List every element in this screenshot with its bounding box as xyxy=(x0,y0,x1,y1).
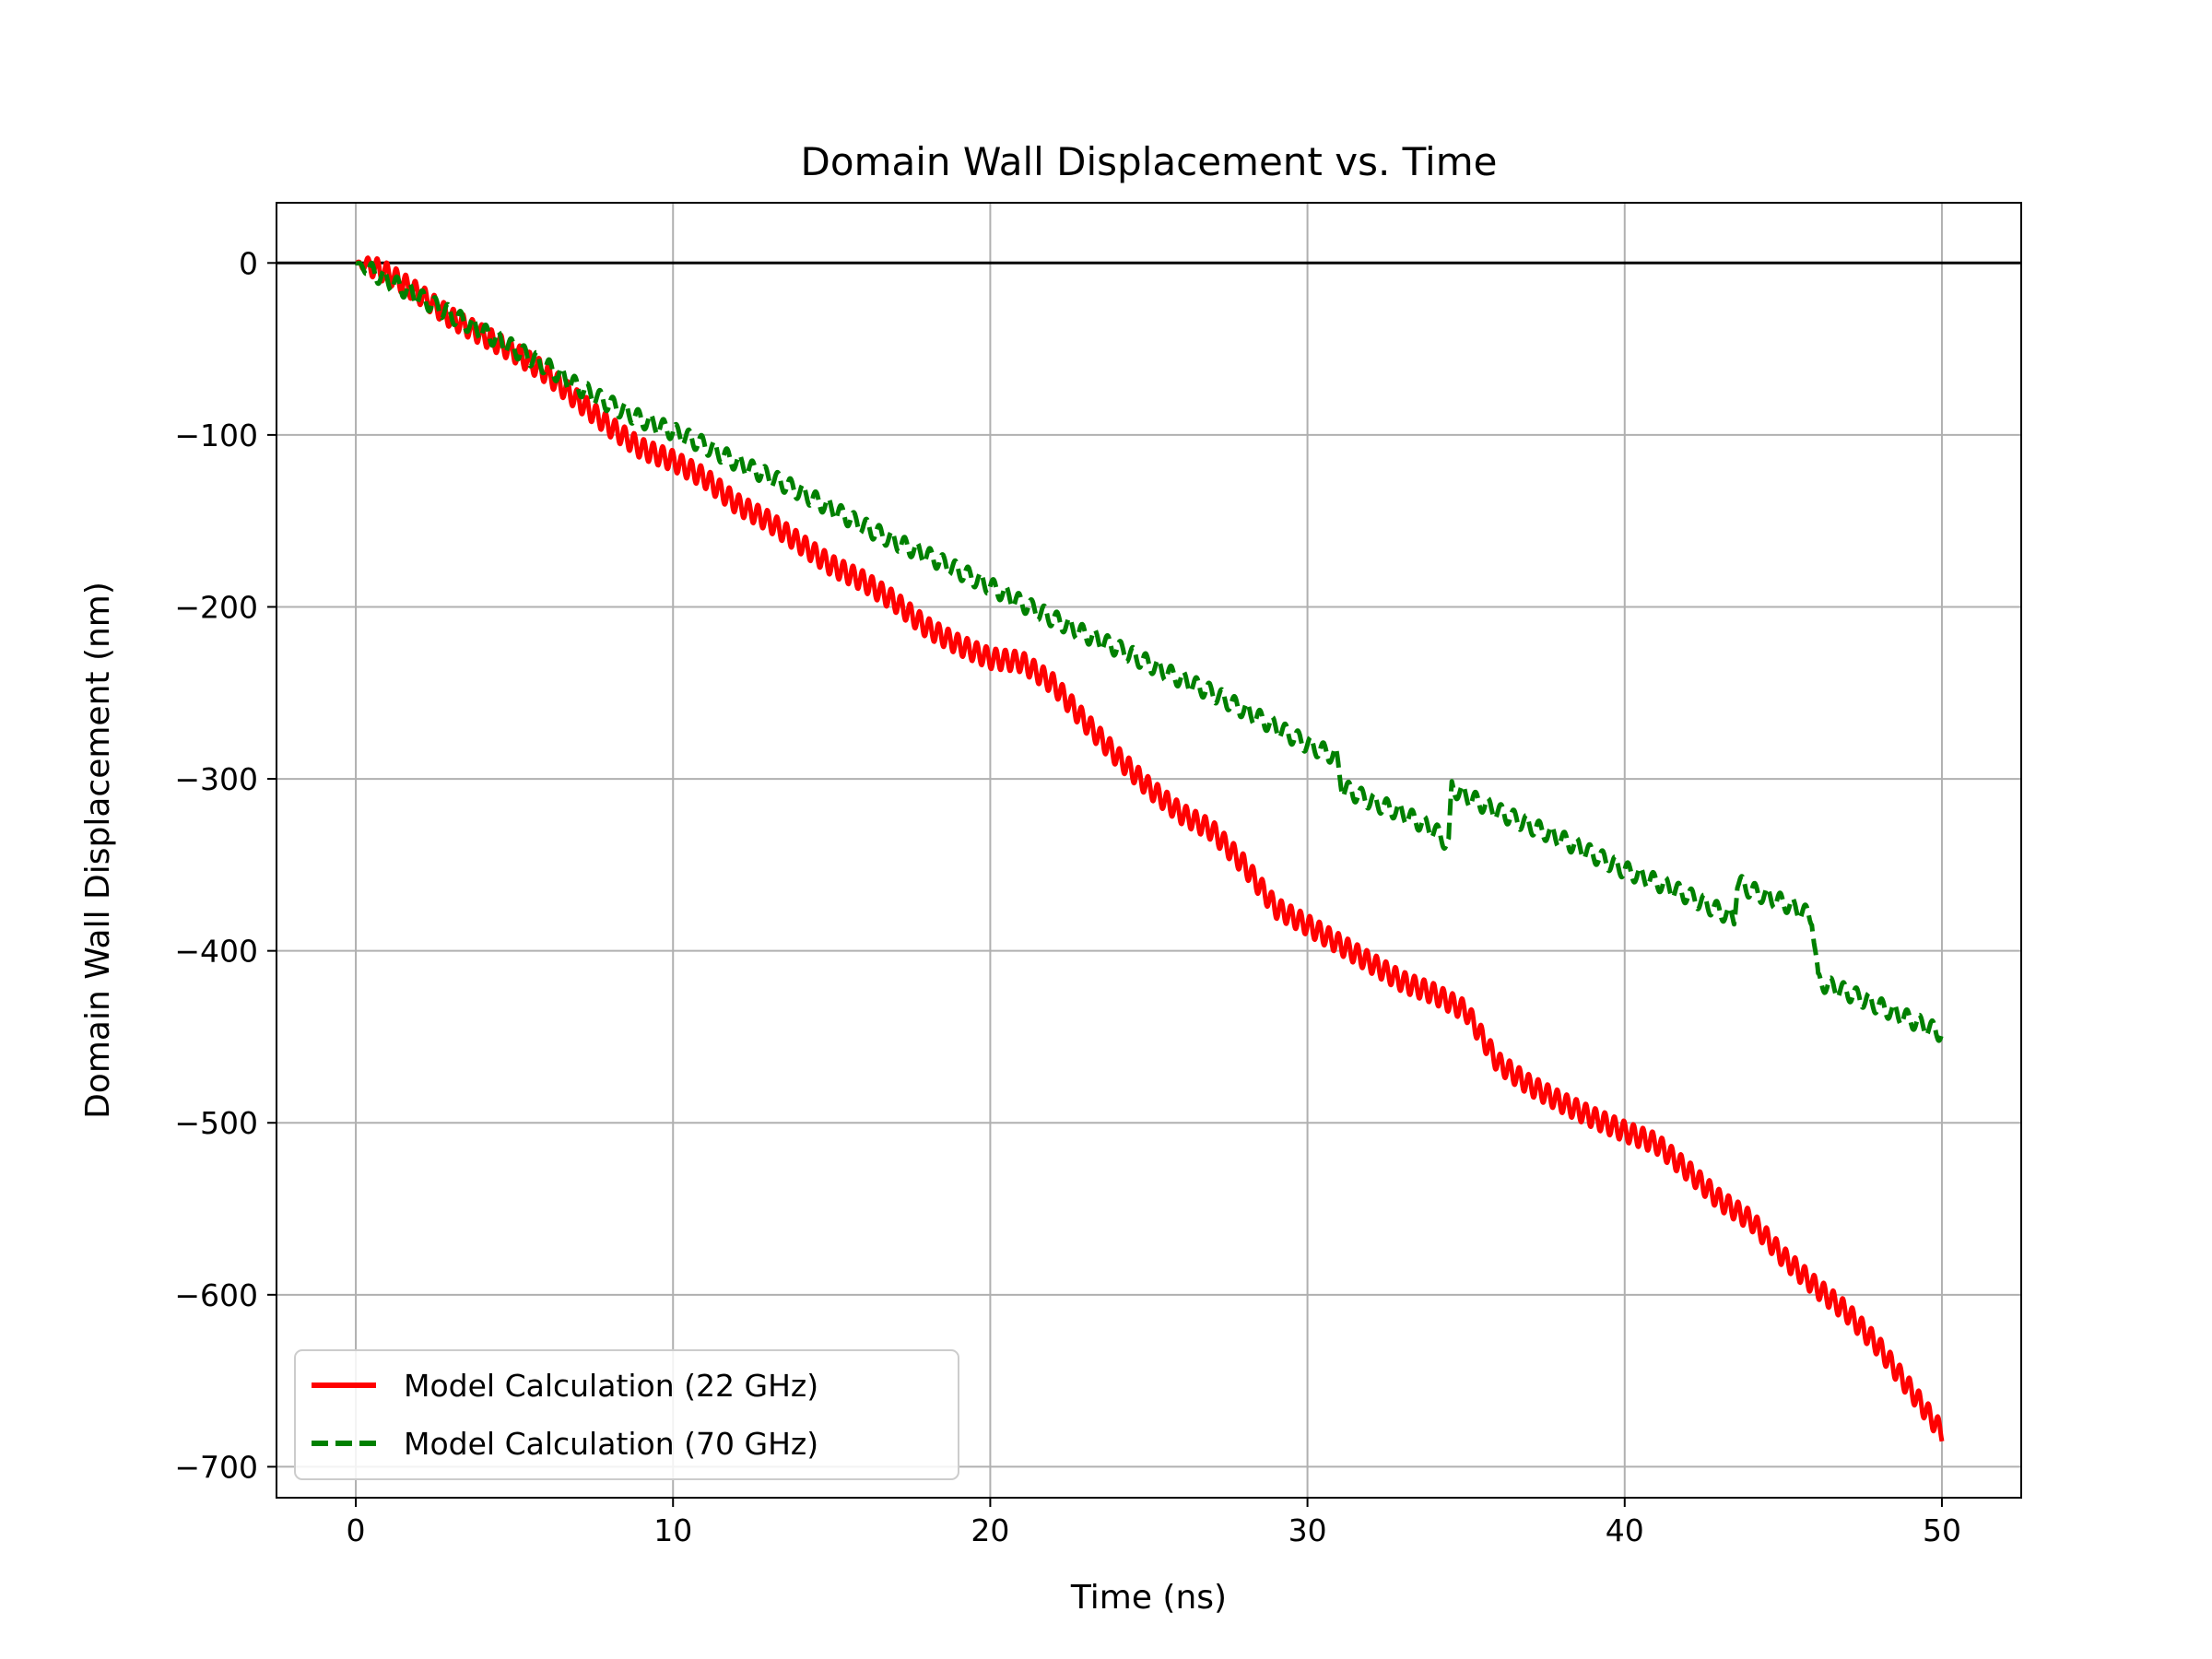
x-tick-label: 0 xyxy=(347,1512,366,1548)
legend: Model Calculation (22 GHz) Model Calculat… xyxy=(294,1349,959,1480)
y-tick-label: −300 xyxy=(174,761,258,797)
series-line-2 xyxy=(354,260,1945,1043)
y-axis-label: Domain Wall Displacement (nm) xyxy=(79,582,117,1119)
y-tick-label: −400 xyxy=(174,934,258,970)
y-tick-label: −700 xyxy=(174,1449,258,1485)
legend-box xyxy=(294,1349,959,1480)
x-tick-label: 10 xyxy=(653,1512,692,1548)
plot-frame xyxy=(276,202,2022,1499)
y-tick-label: −600 xyxy=(174,1277,258,1313)
series-line-1 xyxy=(354,255,1945,1442)
y-tick-label: −100 xyxy=(174,418,258,453)
y-tick-label: −200 xyxy=(174,589,258,625)
y-tick-label: −500 xyxy=(174,1105,258,1141)
series-layer xyxy=(354,255,1945,1442)
x-axis-label: Time (ns) xyxy=(1070,1579,1227,1617)
legend-label-2: Model Calculation (70 GHz) xyxy=(404,1426,818,1462)
x-tick-label: 20 xyxy=(971,1512,1009,1548)
x-tick-label: 30 xyxy=(1288,1512,1327,1548)
x-tick-label: 50 xyxy=(1923,1512,1961,1548)
tick-layer: 0 10 20 30 40 50 0 −100 −200 −300 −400 −500 −600 −700 xyxy=(174,245,1961,1548)
y-tick-label: 0 xyxy=(239,245,258,281)
x-tick-label: 40 xyxy=(1606,1512,1644,1548)
chart-title: Domain Wall Displacement vs. Time xyxy=(801,139,1498,184)
legend-label-1: Model Calculation (22 GHz) xyxy=(404,1368,818,1404)
